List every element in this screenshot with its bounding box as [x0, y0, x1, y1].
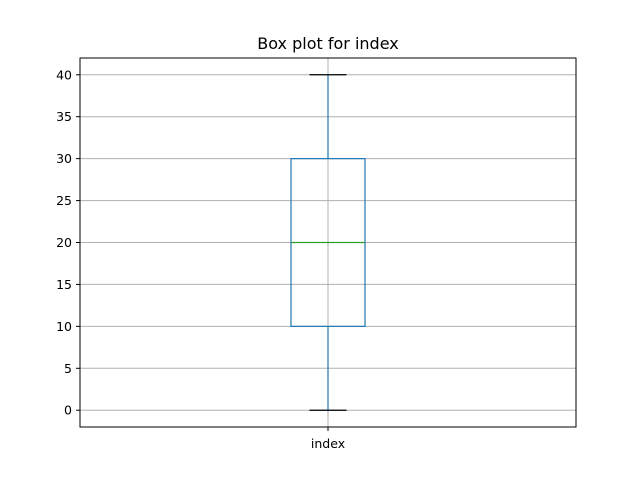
y-tick-label: 25 [56, 193, 72, 208]
y-tick-label: 10 [56, 319, 72, 334]
box-layer [290, 74, 366, 411]
y-tick-label: 20 [56, 235, 72, 250]
y-tick-label: 30 [56, 151, 72, 166]
y-tick-label: 0 [64, 403, 72, 418]
y-tick-label: 35 [56, 109, 72, 124]
y-axis: 0 5 10 15 20 25 30 35 40 [56, 67, 80, 418]
y-tick-label: 5 [64, 361, 72, 376]
y-tick-label: 15 [56, 277, 72, 292]
x-axis: index [311, 427, 345, 451]
chart-title: Box plot for index [257, 34, 398, 53]
y-tick-label: 40 [56, 67, 72, 82]
x-tick-label: index [311, 436, 345, 451]
box-plot-group [290, 74, 366, 411]
